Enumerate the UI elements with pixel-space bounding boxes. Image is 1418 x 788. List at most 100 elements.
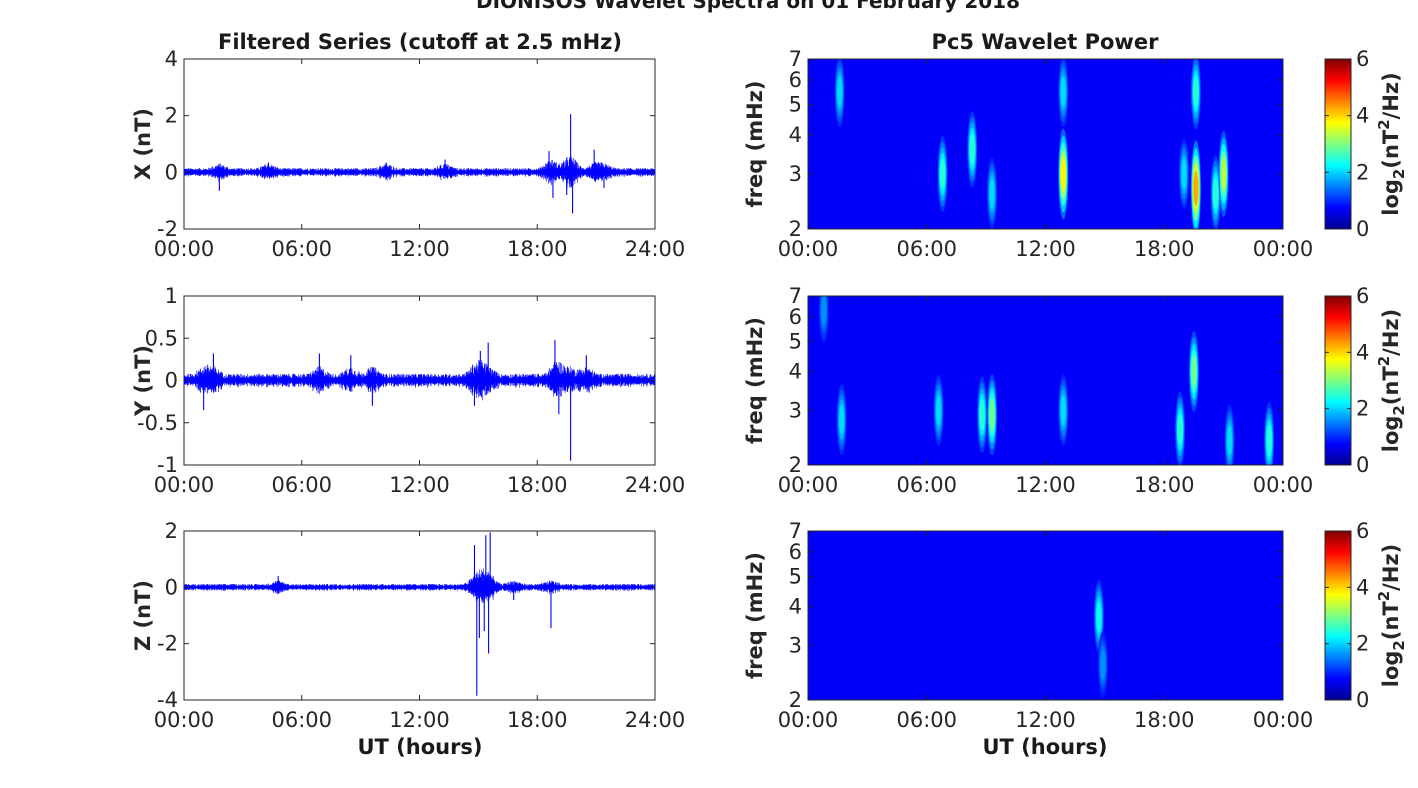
- y-tick-label: 5: [789, 93, 802, 117]
- x-tick-label: 00:00: [154, 473, 215, 497]
- colorbar-gradient: [1324, 58, 1352, 230]
- x-tick-label: 00:00: [778, 708, 839, 732]
- power-blob: [979, 399, 985, 431]
- timeseries-panel-series-z: -4 -2 0 2 00:00 06:00 12:00 18:00 24:00 Z (nT): [131, 519, 685, 732]
- colorbar-tick-label: 6: [1356, 284, 1369, 308]
- y-tick-label: 5: [789, 564, 802, 588]
- y-tick-label: 3: [789, 633, 802, 657]
- power-blob: [989, 398, 995, 431]
- x-tick-label: 12:00: [389, 708, 450, 732]
- power-blob: [1100, 650, 1106, 680]
- y-tick-label: 6: [789, 68, 802, 92]
- y-tick-label: 2: [165, 104, 178, 128]
- colorbar-tick-label: 2: [1356, 160, 1369, 184]
- x-tick-label: 06:00: [271, 237, 332, 261]
- power-blob: [989, 178, 995, 209]
- power-blob: [1177, 414, 1183, 446]
- y-tick-label: 4: [789, 594, 802, 618]
- y-tick-label: 2: [789, 217, 802, 241]
- y-tick-label: 1: [165, 284, 178, 308]
- x-tick-label: 00:00: [154, 237, 215, 261]
- y-axis-label: freq (mHz): [743, 317, 767, 444]
- y-axis-label: X (nT): [131, 108, 155, 180]
- y-tick-label: 7: [789, 47, 802, 71]
- y-tick-label: 7: [789, 284, 802, 308]
- timeseries-panel-series-y: -1 -0.5 0 0.5 1 00:00 06:00 12:00 18:00 24:00 Y (n…: [131, 284, 685, 497]
- timeseries-panel-series-x: -2 0 2 4 00:00 06:00 12:00 18:00 24:00 X (nT): [131, 47, 685, 261]
- colorbar-tick-label: 0: [1356, 217, 1369, 241]
- wavelet-panel-power-z: 2 3 4 567 00:00 06:00 12:00 18:00 00:00 freq (mHz…: [743, 519, 1408, 732]
- y-tick-label: 4: [165, 47, 178, 71]
- x-tick-label: 00:00: [1253, 708, 1314, 732]
- panels: -2 0 2 4 00:00 06:00 12:00 18:00 24:00 X (nT) -1 -0…: [131, 47, 1408, 732]
- power-blob: [1096, 601, 1102, 633]
- colorbar-tick-label: 4: [1356, 575, 1369, 599]
- x-tick-label: 00:00: [778, 237, 839, 261]
- left-xlabel: UT (hours): [357, 735, 482, 759]
- x-tick-label: 18:00: [507, 708, 568, 732]
- right-xlabel: UT (hours): [982, 735, 1107, 759]
- x-tick-label: 12:00: [1015, 708, 1076, 732]
- y-tick-label: 2: [789, 688, 802, 712]
- y-tick-label: 2: [789, 453, 802, 477]
- x-tick-label: 06:00: [896, 237, 957, 261]
- power-blob: [1193, 76, 1199, 108]
- power-blob: [1213, 177, 1219, 209]
- x-tick-label: 12:00: [1015, 237, 1076, 261]
- y-tick-label: -1: [157, 453, 178, 477]
- power-blob: [1060, 395, 1066, 426]
- x-tick-label: 12:00: [1015, 473, 1076, 497]
- figure-suptitle: DIONISOS Wavelet Spectra on 01 February …: [476, 0, 1020, 13]
- x-tick-label: 24:00: [625, 237, 686, 261]
- power-blob: [1060, 76, 1066, 107]
- y-tick-label: -2: [157, 632, 178, 656]
- colorbar-tick-label: 0: [1356, 453, 1369, 477]
- y-tick-label: 2: [165, 519, 178, 543]
- colorbar-label: log2(nT2/Hz): [1375, 544, 1408, 688]
- y-axis-label: Z (nT): [131, 580, 155, 651]
- power-blob: [1226, 425, 1233, 456]
- y-tick-label: 0.5: [145, 326, 178, 350]
- heatmap-background: [808, 59, 1283, 229]
- y-tick-label: 6: [789, 540, 802, 564]
- power-blob: [821, 296, 827, 325]
- power-blob: [1060, 156, 1066, 192]
- left-column-title: Filtered Series (cutoff at 2.5 mHz): [218, 30, 622, 54]
- y-tick-label: 4: [789, 123, 802, 147]
- x-tick-label: 06:00: [271, 708, 332, 732]
- y-tick-label: 0: [165, 369, 178, 393]
- x-tick-label: 12:00: [389, 473, 450, 497]
- x-tick-label: 00:00: [1253, 237, 1314, 261]
- power-blob: [939, 158, 946, 190]
- x-tick-label: 24:00: [625, 708, 686, 732]
- y-tick-label: 7: [789, 519, 802, 543]
- colorbar-tick-label: 2: [1356, 632, 1369, 656]
- y-tick-label: 4: [789, 359, 802, 383]
- plot-frame: [183, 58, 656, 230]
- y-axis-label: freq (mHz): [743, 552, 767, 679]
- power-blob: [936, 395, 942, 426]
- power-blob: [839, 404, 845, 435]
- colorbar-tick-label: 2: [1356, 397, 1369, 421]
- power-blob: [1221, 157, 1227, 191]
- y-tick-label: 6: [789, 305, 802, 329]
- heatmap-blobs: [818, 296, 1275, 465]
- y-tick-label: 0: [165, 160, 178, 184]
- x-tick-label: 12:00: [389, 237, 450, 261]
- power-blob: [1181, 158, 1187, 190]
- x-tick-label: 06:00: [896, 708, 957, 732]
- x-tick-label: 00:00: [154, 708, 215, 732]
- y-tick-label: 3: [789, 162, 802, 186]
- y-tick-label: 5: [789, 329, 802, 353]
- y-tick-label: -2: [157, 217, 178, 241]
- colorbar-label: log2(nT2/Hz): [1375, 309, 1408, 453]
- x-tick-label: 18:00: [1134, 708, 1195, 732]
- heatmap-background: [808, 531, 1283, 700]
- colorbar-label: log2(nT2/Hz): [1375, 72, 1408, 216]
- heatmap-blobs: [1093, 580, 1108, 698]
